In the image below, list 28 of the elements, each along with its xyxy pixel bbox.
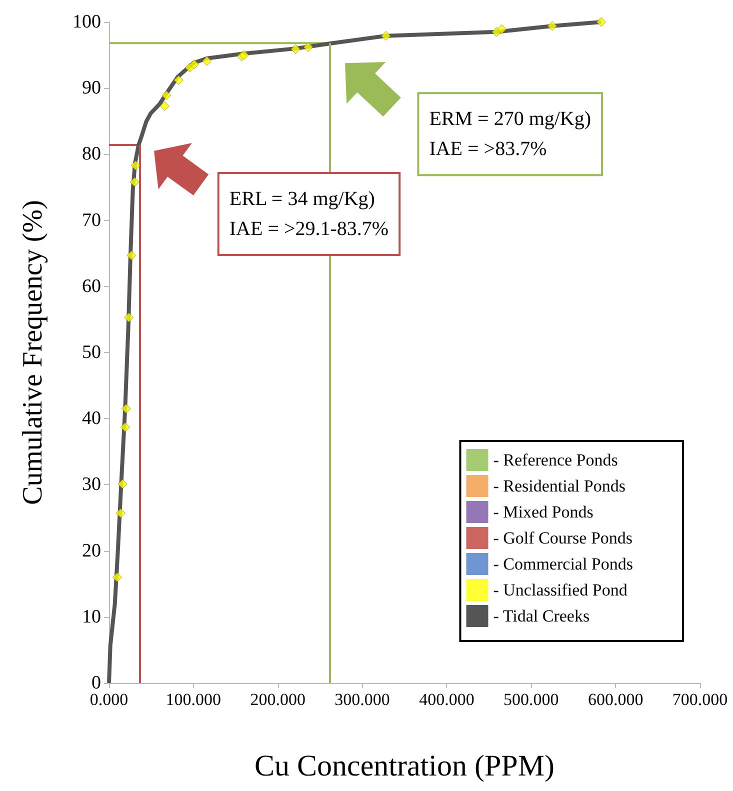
y-tick-label: 70 bbox=[82, 210, 101, 231]
x-tick-label: 200.000 bbox=[250, 690, 306, 709]
x-tick-label: 300.000 bbox=[334, 690, 390, 709]
y-tick-label: 40 bbox=[82, 408, 101, 430]
y-tick-label: 80 bbox=[82, 144, 101, 165]
annotation: ERL = 34 mg/Kg) IAE = >29.1-83.7% bbox=[229, 188, 389, 240]
x-tick-label: 700.000 bbox=[672, 690, 728, 709]
legend-label: - Tidal Creeks bbox=[493, 606, 590, 626]
x-tick-label: 100.000 bbox=[166, 690, 222, 709]
x-tick-label: 600.000 bbox=[588, 690, 644, 709]
x-tick-label: 400.000 bbox=[419, 690, 474, 709]
legend-label: - Reference Ponds bbox=[493, 450, 618, 470]
y-tick-label: 60 bbox=[82, 276, 101, 297]
y-tick-label: 20 bbox=[82, 540, 101, 562]
annotation: ERM = 270 mg/Kg) IAE = >83.7% bbox=[429, 108, 592, 160]
legend-label: - Unclassified Pond bbox=[493, 580, 628, 600]
y-axis-title: Cumulative Frequency (%) bbox=[18, 200, 48, 505]
y-tick-label: 30 bbox=[82, 474, 101, 496]
y-tick-label: 50 bbox=[82, 342, 101, 363]
y-tick-label: 90 bbox=[82, 78, 101, 99]
legend-label: - Mixed Ponds bbox=[493, 502, 594, 522]
y-tick-label: 100 bbox=[72, 12, 101, 32]
legend-label: - Golf Course Ponds bbox=[493, 528, 633, 548]
legend-label: - Residential Ponds bbox=[493, 476, 626, 496]
x-axis-title: Cu Concentration (PPM) bbox=[254, 750, 554, 782]
y-tick-label: 10 bbox=[82, 606, 101, 628]
x-tick-label: 500.000 bbox=[504, 690, 559, 709]
legend-label: - Commercial Ponds bbox=[493, 554, 634, 574]
